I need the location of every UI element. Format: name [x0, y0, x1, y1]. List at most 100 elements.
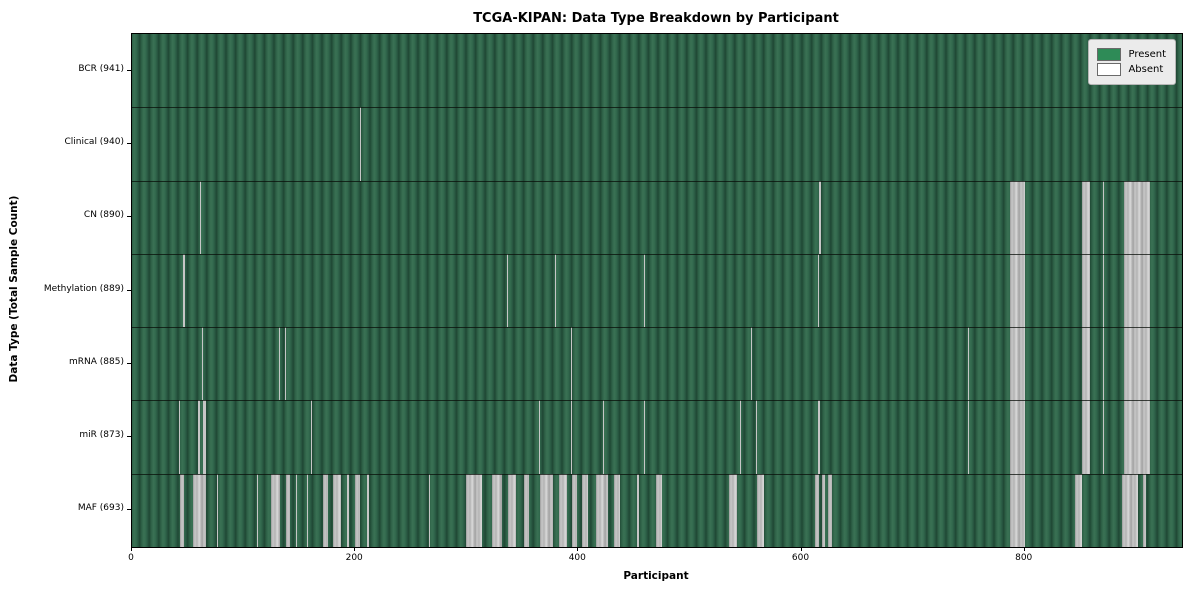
x-tick-mark [131, 547, 132, 551]
absent-stripe [740, 400, 742, 474]
absent-stripe [570, 327, 572, 401]
absent-stripe [1121, 473, 1139, 547]
row-separator [132, 107, 1182, 109]
chart-title: TCGA-KIPAN: Data Type Breakdown by Parti… [473, 11, 839, 26]
x-tick-mark [800, 547, 802, 551]
row-separator [132, 327, 1182, 329]
x-tick-label: 200 [345, 553, 363, 563]
absent-stripe [1102, 400, 1104, 474]
absent-stripe [821, 473, 825, 547]
absent-stripe [359, 107, 361, 181]
y-tick-label: CN (890) [83, 210, 124, 221]
absent-stripe [200, 180, 202, 254]
absent-stripe [1081, 253, 1091, 328]
absent-stripe [1081, 400, 1091, 474]
absent-stripe [1010, 327, 1025, 401]
row-separator [132, 253, 1182, 255]
x-tick-label: 800 [1015, 553, 1033, 563]
x-axis-label: Participant [623, 570, 689, 582]
absent-stripe [1010, 253, 1025, 328]
absent-stripe [203, 400, 206, 474]
legend: Present Absent [1088, 39, 1176, 85]
absent-stripe [492, 473, 503, 547]
absent-stripe [1010, 400, 1025, 474]
absent-stripe [1102, 253, 1104, 328]
absent-stripe [355, 473, 360, 547]
absent-stripe [197, 400, 201, 474]
absent-stripe [322, 473, 329, 547]
absent-stripe [570, 400, 572, 474]
absent-stripe [508, 473, 516, 547]
absent-stripe [1123, 180, 1150, 254]
x-tick-mark [354, 547, 356, 551]
y-tick-mark [127, 289, 131, 291]
absent-stripe [523, 473, 530, 547]
absent-stripe [285, 473, 291, 547]
row-separator [132, 473, 1182, 475]
absent-stripe [814, 473, 820, 547]
y-tick-label: miR (873) [79, 430, 124, 441]
legend-swatch [1097, 63, 1122, 76]
absent-stripe [656, 473, 663, 547]
legend-label: Present [1128, 49, 1166, 60]
absent-stripe [828, 473, 832, 547]
absent-stripe [539, 400, 541, 474]
absent-stripe [465, 473, 483, 547]
absent-stripe [347, 473, 349, 547]
absent-stripe [540, 473, 553, 547]
absent-stripe [818, 400, 821, 474]
absent-stripe [1102, 180, 1104, 254]
absent-stripe [602, 400, 605, 474]
y-tick-label: mRNA (885) [69, 356, 124, 367]
absent-stripe [1081, 180, 1091, 254]
absent-stripe [614, 473, 620, 547]
absent-stripe [751, 327, 753, 401]
x-tick-mark [577, 547, 579, 551]
x-tick-label: 400 [568, 553, 586, 563]
absent-stripe [179, 473, 185, 547]
absent-stripe [216, 473, 218, 547]
absent-stripe [644, 253, 646, 328]
y-tick-mark [127, 509, 131, 511]
absent-stripe [1123, 400, 1150, 474]
absent-stripe [1010, 473, 1025, 547]
absent-stripe [819, 180, 821, 254]
legend-swatch [1097, 48, 1122, 61]
absent-stripe [178, 400, 181, 474]
y-tick-mark [127, 216, 131, 218]
absent-stripe [307, 473, 309, 547]
absent-stripe [284, 327, 287, 401]
y-tick-mark [127, 436, 131, 438]
absent-stripe [271, 473, 281, 547]
y-tick-label: BCR (941) [78, 63, 124, 74]
absent-stripe [183, 253, 185, 328]
absent-stripe [506, 253, 509, 328]
row-separator [132, 400, 1182, 402]
legend-entry: Present [1097, 48, 1166, 61]
absent-stripe [1010, 180, 1025, 254]
y-tick-mark [127, 142, 131, 144]
absent-stripe [279, 327, 281, 401]
absent-stripe [1074, 473, 1082, 547]
x-tick-mark [1023, 547, 1025, 551]
x-tick-label: 600 [791, 553, 810, 563]
absent-stripe [581, 473, 589, 547]
absent-stripe [202, 327, 204, 401]
absent-stripe [728, 473, 737, 547]
plot-area [131, 33, 1183, 548]
absent-stripe [296, 473, 298, 547]
absent-stripe [818, 253, 820, 328]
absent-stripe [756, 473, 764, 547]
absent-stripe [1123, 327, 1150, 401]
absent-stripe [559, 473, 568, 547]
absent-stripe [571, 473, 578, 547]
y-tick-mark [127, 69, 131, 71]
legend-entry: Absent [1097, 63, 1166, 76]
absent-stripe [554, 253, 557, 328]
y-tick-mark [127, 362, 131, 364]
absent-stripe [1102, 327, 1104, 401]
legend-label: Absent [1128, 64, 1164, 75]
x-tick-label: 0 [128, 553, 134, 563]
absent-stripe [310, 400, 312, 474]
